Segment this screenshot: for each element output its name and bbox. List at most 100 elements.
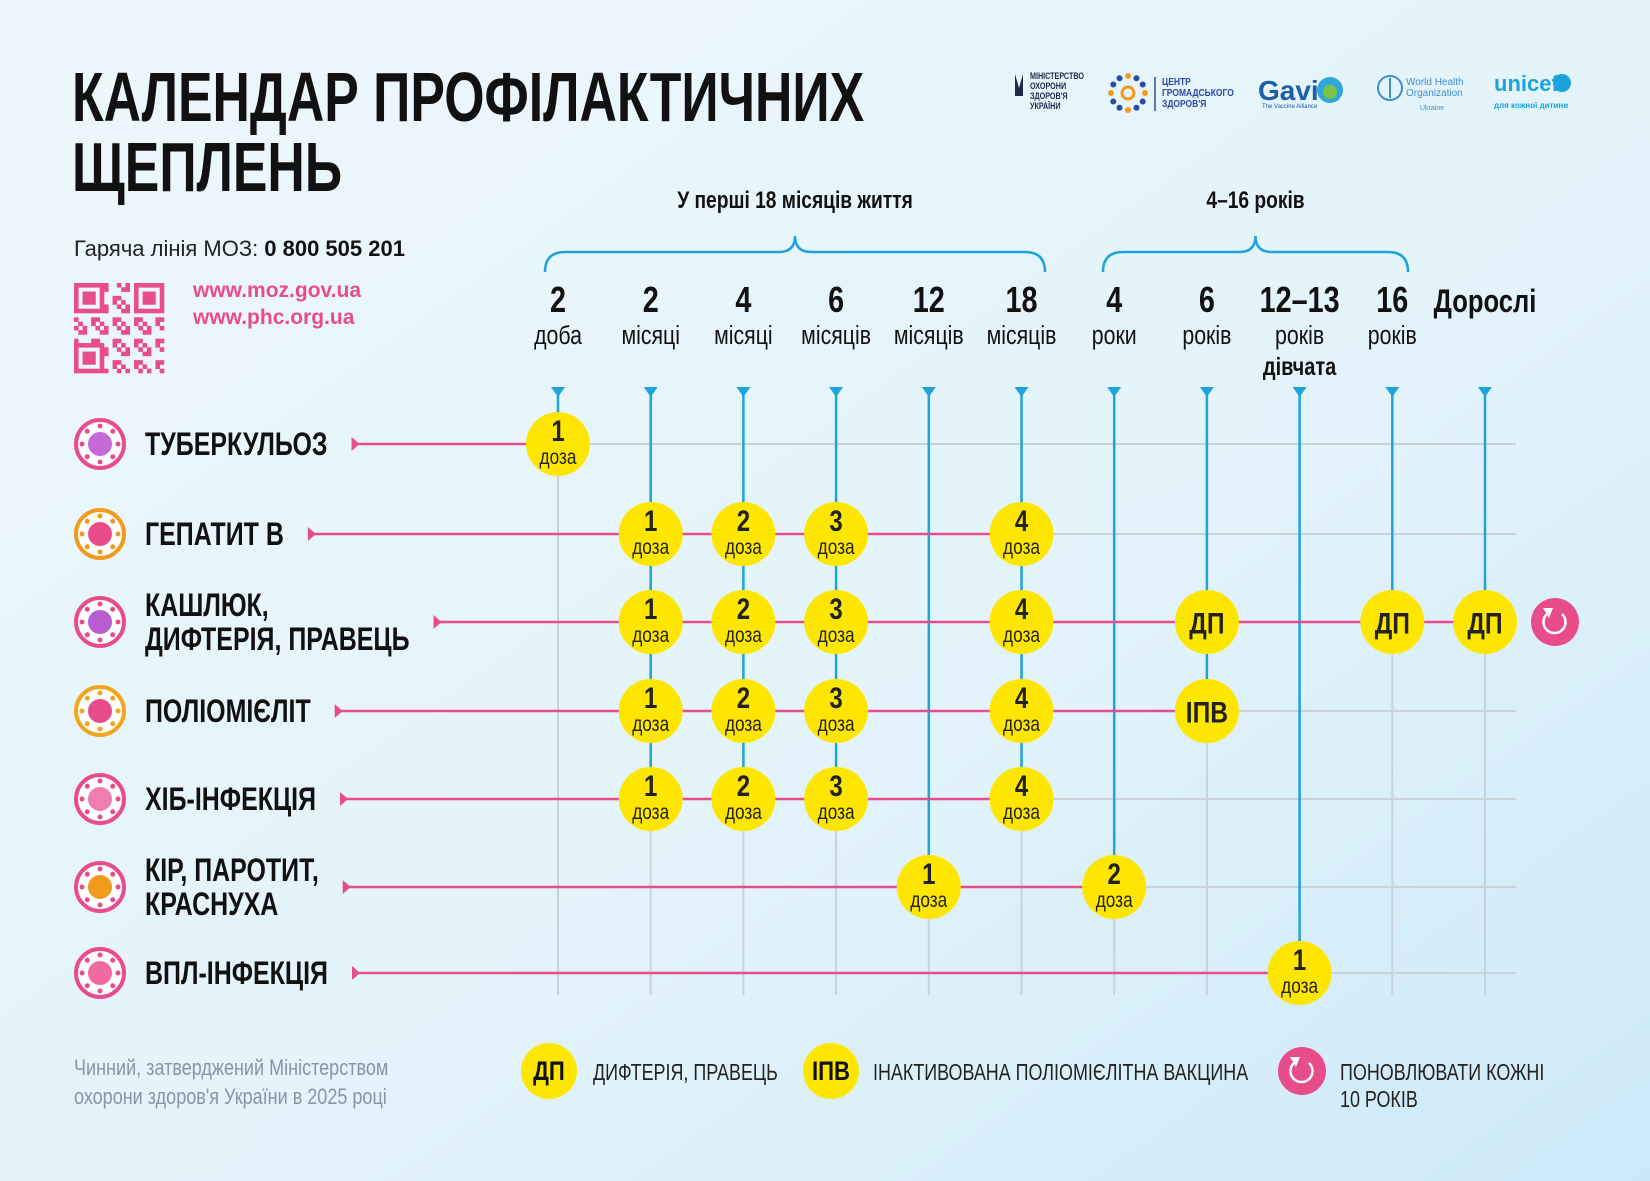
dose-unit: доза xyxy=(725,714,762,737)
dose-circle xyxy=(526,412,590,476)
qr-cell xyxy=(138,338,143,344)
dose-circle xyxy=(618,502,683,566)
dose-unit: доза xyxy=(1281,976,1318,999)
icon-dot xyxy=(97,726,103,732)
qr-cell xyxy=(82,291,88,297)
icon-dot xyxy=(84,454,90,460)
footer-note: охорони здоров'я України в 2025 році xyxy=(74,1085,387,1109)
logo-text: ЗДОРОВ'Я xyxy=(1162,98,1207,109)
qr-cell xyxy=(74,364,79,370)
dose-circle xyxy=(804,767,869,831)
dose-unit: доза xyxy=(1003,537,1040,560)
qr-cell xyxy=(91,317,96,322)
qr-cell xyxy=(121,351,126,357)
column-unit: місяців xyxy=(801,321,871,351)
qr-cell xyxy=(78,321,83,327)
icon-dot xyxy=(84,428,90,434)
icon-dot xyxy=(110,983,116,989)
dose-circle xyxy=(711,679,776,743)
qr-cell xyxy=(74,351,79,357)
qr-cell xyxy=(155,338,161,344)
dose-unit: доза xyxy=(818,537,855,560)
qr-cell xyxy=(91,343,96,348)
refresh-arc xyxy=(1289,1062,1314,1084)
qr-cell xyxy=(112,343,118,348)
column-number: 16 xyxy=(1376,279,1408,320)
icon-dot xyxy=(110,428,116,434)
qr-cell xyxy=(142,300,148,305)
qr-cell xyxy=(95,338,101,344)
qr-cell xyxy=(95,317,101,322)
qr-cell xyxy=(99,351,105,357)
logo-text: ЦЕНТР xyxy=(1162,76,1191,87)
icon-dot xyxy=(84,606,90,612)
disease-icon xyxy=(74,685,126,737)
qr-cell xyxy=(95,325,101,331)
qr-cell xyxy=(99,355,105,361)
qr-cell xyxy=(142,308,148,314)
qr-cell xyxy=(134,343,139,348)
qr-cell xyxy=(155,317,161,322)
row-arrow xyxy=(351,437,360,451)
qr-cell xyxy=(95,308,101,314)
legend-text: ІНАКТИВОВАНА ПОЛІОМІЄЛІТНА ВАКЦИНА xyxy=(873,1060,1248,1086)
icon-dot xyxy=(97,902,103,908)
column-arrow xyxy=(1014,387,1029,397)
qr-cell xyxy=(74,355,79,361)
qr-cell xyxy=(155,283,161,288)
icon-dot xyxy=(115,796,121,802)
qr-cell xyxy=(134,360,139,365)
dose-number: 2 xyxy=(737,503,750,537)
qr-cell xyxy=(104,330,109,335)
moz-emblem xyxy=(1015,74,1023,96)
qr-cell xyxy=(155,360,161,365)
dose-unit: доза xyxy=(910,890,947,913)
phc-dot xyxy=(1133,104,1140,111)
logos xyxy=(1015,73,1571,113)
qr-cell xyxy=(146,351,152,357)
logo-text: МІНІСТЕРСТВО xyxy=(1030,71,1084,81)
qr-cell xyxy=(112,364,118,370)
icon-core xyxy=(88,522,112,546)
dose-number: 1 xyxy=(644,680,657,714)
qr-cell xyxy=(99,300,105,305)
disease-name: ХІБ-ІНФЕКЦІЯ xyxy=(145,782,316,818)
qr-cell xyxy=(74,325,79,331)
qr-cell xyxy=(112,360,118,365)
icon-dot xyxy=(84,695,90,701)
icon-dot xyxy=(97,513,103,519)
icon-dot xyxy=(97,988,103,994)
qr-cell xyxy=(116,325,122,331)
link: www.phc.org.ua xyxy=(192,306,355,329)
icon-dot xyxy=(115,970,121,976)
column-unit: років xyxy=(1275,321,1324,351)
qr-cell xyxy=(99,321,105,327)
qr-cell xyxy=(146,283,152,288)
unicef-emblem xyxy=(1553,74,1571,92)
dose-number: 3 xyxy=(829,591,842,625)
phc-dot xyxy=(1110,98,1117,105)
phc-core xyxy=(1120,85,1136,101)
qr-cell xyxy=(159,325,165,331)
icon-dot xyxy=(115,708,121,714)
qr-cell xyxy=(138,347,143,352)
qr-cell xyxy=(99,308,105,314)
qr-code xyxy=(74,283,165,374)
legend-renew-icon xyxy=(1278,1047,1326,1095)
qr-cell xyxy=(116,360,122,365)
refresh-head xyxy=(1290,1057,1300,1067)
icon-dot xyxy=(79,441,85,447)
qr-cell xyxy=(74,317,79,322)
refresh-circle xyxy=(1531,598,1579,646)
column-number: 4 xyxy=(735,279,751,320)
column-arrow xyxy=(1107,387,1122,397)
icon-dot xyxy=(110,544,116,550)
qr-cell xyxy=(138,360,143,365)
legend-badge xyxy=(803,1043,859,1099)
qr-cell xyxy=(125,325,131,331)
